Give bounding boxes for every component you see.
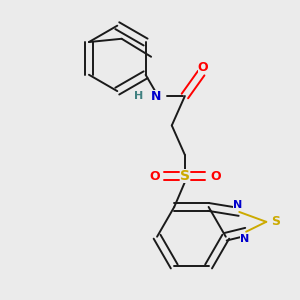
Text: O: O [210, 170, 220, 183]
Text: N: N [240, 234, 249, 244]
Text: H: H [134, 91, 143, 101]
Text: O: O [198, 61, 208, 74]
Text: N: N [151, 89, 161, 103]
Text: S: S [180, 169, 190, 183]
Text: N: N [233, 200, 242, 210]
Text: S: S [271, 215, 280, 228]
Text: O: O [149, 170, 160, 183]
